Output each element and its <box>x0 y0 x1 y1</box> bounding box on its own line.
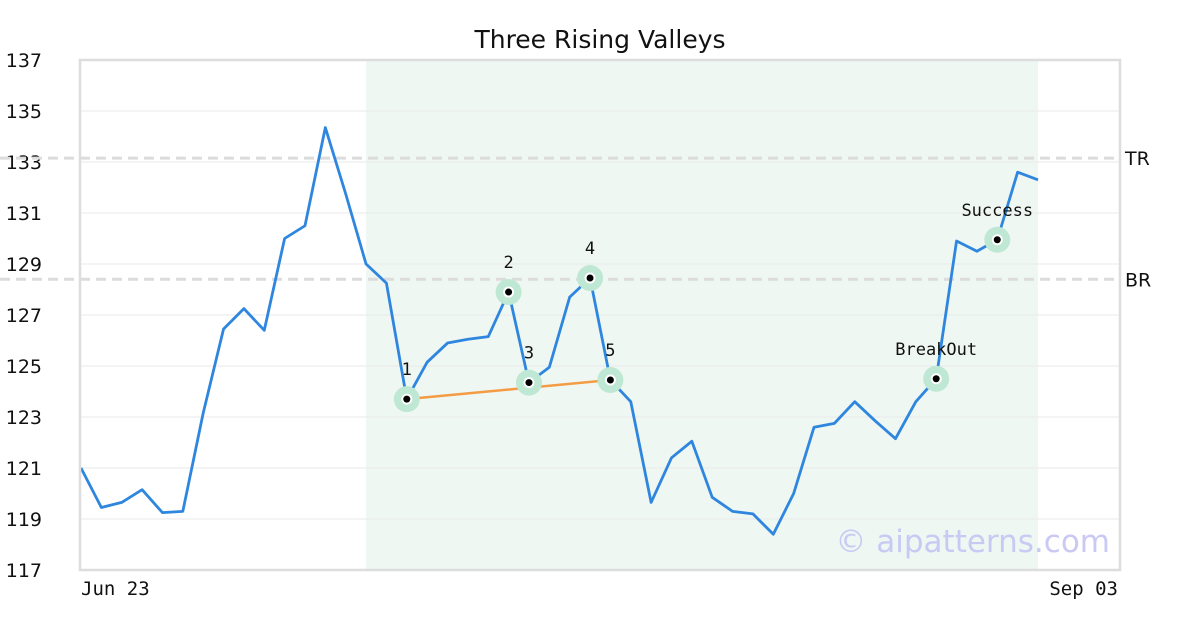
y-tick-label: 129 <box>6 254 42 276</box>
reference-lines: TR BR <box>0 148 1151 291</box>
point-label: 1 <box>402 360 412 380</box>
reference-label-br: BR <box>1125 269 1151 291</box>
series <box>79 126 1039 536</box>
point-dot <box>932 375 940 383</box>
y-tick-label: 123 <box>6 407 42 429</box>
x-tick-label: Sep 03 <box>1049 578 1118 600</box>
plot-frame <box>78 58 1122 572</box>
y-tick-label: 125 <box>6 356 42 378</box>
series-line <box>79 126 1039 536</box>
reference-label-tr: TR <box>1124 148 1150 170</box>
pattern-point: BreakOut <box>895 340 977 392</box>
point-dot <box>586 274 594 282</box>
pattern-points: 1 2 3 4 5 BreakOut Success <box>393 201 1033 413</box>
y-tick-label: 133 <box>6 152 42 174</box>
x-axis: Jun 23 Sep 03 <box>81 578 1118 600</box>
point-label: BreakOut <box>895 340 977 360</box>
y-tick-label: 137 <box>6 50 42 72</box>
y-tick-label: 131 <box>6 203 42 225</box>
pattern-point: 1 <box>393 360 420 413</box>
pattern-point: 4 <box>577 239 604 292</box>
point-dot <box>993 236 1001 244</box>
watermark: © aipatterns.com <box>835 524 1110 560</box>
point-dot <box>525 379 533 387</box>
y-tick-label: 117 <box>6 560 42 582</box>
pattern-point: 5 <box>597 341 624 394</box>
trendline <box>406 378 611 401</box>
point-dot <box>606 376 614 384</box>
chart-title: Three Rising Valleys <box>473 25 725 54</box>
y-tick-label: 121 <box>6 458 42 480</box>
x-tick-label: Jun 23 <box>81 578 150 600</box>
y-tick-label: 135 <box>6 101 42 123</box>
y-axis: 117 119 121 123 125 127 129 131 133 135 137 <box>6 50 42 582</box>
pattern-point: 2 <box>495 253 522 306</box>
point-label: 4 <box>585 239 595 259</box>
point-dot <box>505 288 513 296</box>
trendline-line <box>406 378 611 401</box>
point-label: 3 <box>524 344 534 364</box>
y-tick-label: 119 <box>6 509 42 531</box>
point-label: Success <box>961 201 1033 221</box>
y-tick-label: 127 <box>6 305 42 327</box>
pattern-point: 3 <box>515 344 542 396</box>
point-label: 2 <box>503 253 513 273</box>
pattern-point: Success <box>961 201 1033 253</box>
point-dot <box>403 395 411 403</box>
point-label: 5 <box>605 341 615 361</box>
